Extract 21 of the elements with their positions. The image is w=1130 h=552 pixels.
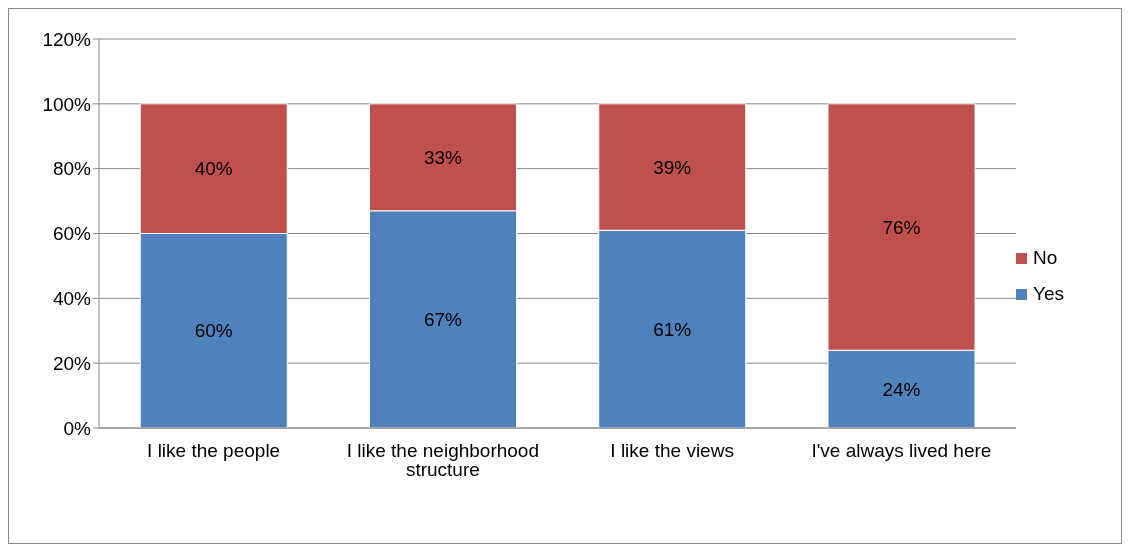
x-tick-label: I like the views (610, 440, 734, 462)
data-label: 24% (882, 378, 921, 400)
data-label: 67% (424, 308, 463, 330)
y-tick-label: 0% (63, 417, 92, 439)
legend-label: Yes (1033, 283, 1064, 305)
x-tick-label: I've always lived here (811, 440, 992, 462)
data-label: 40% (194, 158, 233, 180)
y-tick-label: 80% (52, 158, 92, 180)
y-tick-label: 60% (52, 223, 92, 245)
x-tick-label: I like the people (147, 440, 281, 462)
legend-label: No (1033, 247, 1058, 269)
x-tick-label: I like the neighborhood structure (346, 440, 540, 481)
y-tick-label: 20% (52, 352, 92, 374)
data-label: 39% (653, 156, 692, 178)
data-label: 76% (882, 216, 921, 238)
y-tick-label: 100% (42, 93, 92, 115)
data-label: 61% (653, 318, 692, 340)
y-tick-label: 120% (42, 28, 92, 50)
data-label: 33% (424, 146, 463, 168)
y-tick-label: 40% (52, 288, 92, 310)
data-label: 60% (194, 320, 233, 342)
